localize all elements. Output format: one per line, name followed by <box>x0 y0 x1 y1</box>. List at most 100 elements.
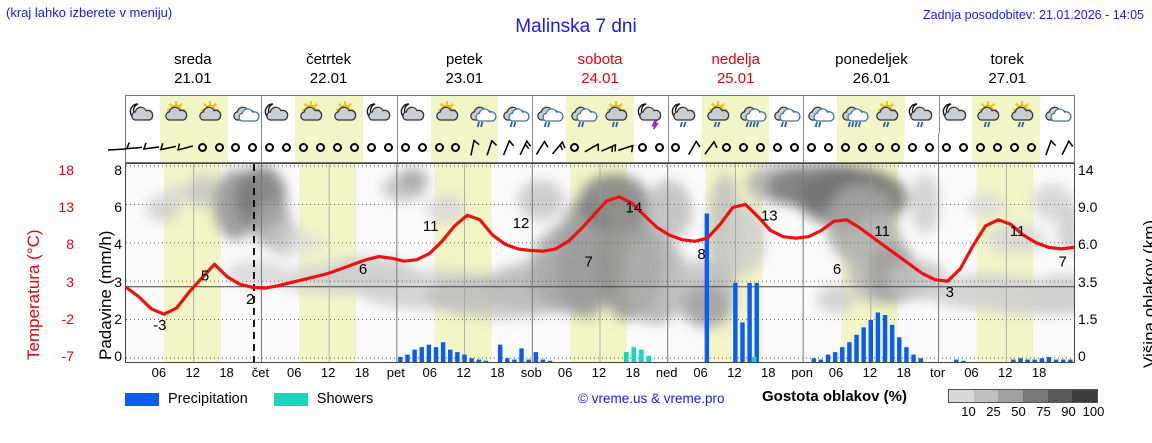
cloudheight-axis-title: Višina oblakov (km) <box>1118 168 1152 368</box>
forecast-icon <box>465 96 499 133</box>
wind-calm-icon <box>942 143 952 152</box>
wind-cell-14 <box>363 133 380 162</box>
wind-cell-29 <box>616 133 634 162</box>
wind-barb <box>684 133 701 162</box>
last-update-text: Zadnja posodobitev: 21.01.2026 - 14:05 <box>922 8 1144 22</box>
forecast-icon-cell-14 <box>600 96 634 133</box>
wind-cell-38 <box>769 133 786 162</box>
wind-cell-19 <box>447 133 465 162</box>
temperature-label: 7 <box>585 253 593 270</box>
cloud-density-tick: 50 <box>1011 404 1026 419</box>
wind-barb <box>481 133 498 162</box>
day-separator <box>532 133 534 162</box>
wind-cell-42 <box>836 133 854 162</box>
wind-cell-1 <box>142 133 160 162</box>
wind-lead-line <box>108 148 126 151</box>
wind-calm-icon <box>840 143 850 152</box>
wind-barb-icon <box>159 142 176 151</box>
forecast-icon-cell-25 <box>972 96 1007 133</box>
precipitation-swatch <box>125 392 159 406</box>
wind-barb-icon <box>1061 139 1074 155</box>
wind-barb <box>600 133 617 162</box>
cloud-sun-rain-icon <box>1011 100 1034 127</box>
forecast-icon <box>905 96 939 133</box>
wind-calm-icon <box>891 143 901 152</box>
forecast-icon <box>160 96 194 133</box>
wind-barb <box>142 133 160 162</box>
wind-calm-icon <box>857 143 867 152</box>
forecast-icon <box>939 96 973 133</box>
forecast-icon-cell-0 <box>126 96 160 133</box>
wind-barb <box>176 133 194 162</box>
wind-barb <box>159 133 177 162</box>
cloud-density-field <box>146 164 1074 328</box>
forecast-icon <box>735 96 769 133</box>
day-date: 26.01 <box>852 70 891 87</box>
wind-cell-8 <box>261 133 278 162</box>
day-date: 23.01 <box>445 70 484 87</box>
cloud-rain-icon <box>503 106 530 127</box>
wind-cell-0 <box>126 133 143 162</box>
cloud-rain-heavy-icon <box>740 106 767 127</box>
wind-cell-50 <box>972 133 990 162</box>
cloud-density-step-0 <box>949 390 974 402</box>
wind-barb-icon <box>519 139 532 155</box>
day-name: sobota <box>577 51 623 68</box>
wind-calm-icon <box>248 143 258 152</box>
axis-tick: 6.0 <box>1078 236 1098 253</box>
day-date: 27.01 <box>988 70 1026 87</box>
cloud-sun-icon <box>334 100 357 121</box>
wind-calm-icon <box>333 143 343 152</box>
temperature-label: 7 <box>1059 253 1067 270</box>
copyright-link[interactable]: © vreme.us & vreme.pro <box>578 391 725 406</box>
axis-tick: 8 <box>66 236 74 253</box>
wind-calm-icon <box>299 143 309 152</box>
cloud-icon <box>232 106 260 122</box>
forecast-icon-cell-22 <box>870 96 905 133</box>
wind-calm-icon <box>976 143 986 152</box>
wind-calm-icon <box>739 143 749 152</box>
day-name: petek <box>445 51 483 68</box>
wind-calm-icon <box>908 143 918 152</box>
cloud-density-scale-labels: 10 25 50 75 90 100 <box>940 404 1110 420</box>
wind-cell-45 <box>887 133 905 162</box>
axis-tick: 3.5 <box>1078 273 1098 290</box>
day-date: 21.01 <box>174 70 212 87</box>
temperature-label: 11 <box>1010 223 1026 240</box>
showers-legend-label: Showers <box>316 391 374 407</box>
forecast-icon <box>295 96 329 133</box>
wind-cell-36 <box>735 133 753 162</box>
wind-barb-icon <box>552 140 566 154</box>
day-separator <box>667 96 669 133</box>
wind-cell-49 <box>955 133 972 162</box>
wind-calm-icon <box>349 143 359 152</box>
cloud-density-step-4 <box>1047 390 1073 402</box>
day-separator <box>261 133 263 162</box>
day-separator <box>938 133 940 162</box>
day-header-1: četrtek 22.01 <box>261 50 397 92</box>
wind-cell-4 <box>193 133 211 162</box>
wind-cell-18 <box>430 133 448 162</box>
temperature-label: 14 <box>626 200 643 217</box>
wind-cell-41 <box>820 133 837 162</box>
wind-cell-51 <box>989 133 1006 162</box>
forecast-icon <box>803 96 837 133</box>
forecast-icon-cell-24 <box>938 96 973 133</box>
wind-cell-26 <box>565 133 583 162</box>
forecast-icon <box>566 96 600 133</box>
location-menu-note[interactable]: (kraj lahko izberete v meniju) <box>6 5 173 20</box>
wind-barb-icon <box>470 139 481 156</box>
wind-cell-52 <box>1005 133 1023 162</box>
x-tick-label: 18 <box>761 365 776 380</box>
wind-barb-icon <box>688 139 701 155</box>
forecast-icon-cell-10 <box>464 96 499 133</box>
day-separator <box>396 96 398 133</box>
showers-swatch <box>273 392 308 406</box>
wind-cell-30 <box>634 133 651 162</box>
wind-cell-37 <box>752 133 770 162</box>
wind-cell-53 <box>1022 133 1040 162</box>
day-date: 25.01 <box>716 70 755 87</box>
x-tick-label: 06 <box>422 365 437 380</box>
cloud-sun-icon <box>165 100 188 121</box>
wind-barb-icon <box>704 140 719 155</box>
